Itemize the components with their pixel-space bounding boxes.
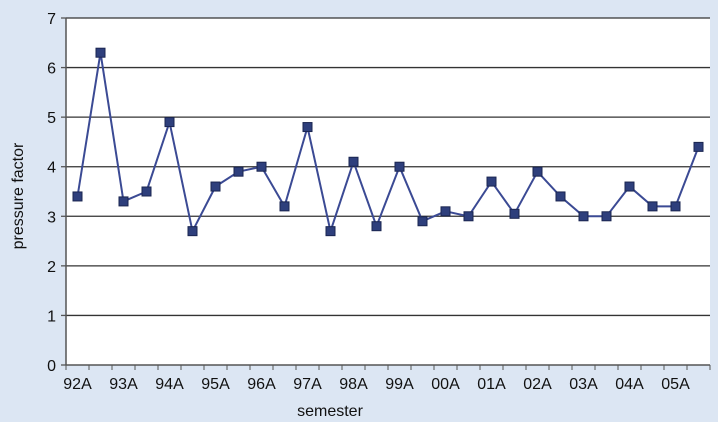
y-tick-label: 5: [47, 110, 56, 127]
data-point: [394, 161, 405, 172]
y-tick-label: 1: [47, 308, 56, 325]
x-tick-label: 93A: [109, 376, 138, 393]
x-tick-label: 95A: [201, 376, 230, 393]
data-point: [624, 181, 635, 192]
data-point: [417, 216, 428, 227]
x-tick-label: 04A: [615, 376, 644, 393]
plot-area: [66, 18, 710, 365]
data-point: [141, 186, 152, 197]
data-point: [302, 122, 313, 133]
data-point: [601, 211, 612, 222]
y-tick-labels: 0 1 2 3 4 5 6 7: [47, 11, 66, 375]
x-tick-label: 97A: [293, 376, 322, 393]
data-point: [486, 176, 497, 187]
x-axis-title: semester: [297, 403, 363, 420]
y-tick-label: 4: [47, 160, 56, 177]
data-point: [670, 201, 681, 212]
y-tick-label: 2: [47, 259, 56, 276]
data-point: [509, 208, 520, 219]
series-group: [72, 47, 704, 237]
data-point: [95, 47, 106, 58]
data-point: [578, 211, 589, 222]
x-tick-label: 00A: [431, 376, 460, 393]
data-point: [693, 141, 704, 152]
data-point: [463, 211, 474, 222]
y-tick-label: 6: [47, 61, 56, 78]
y-tick-label: 0: [47, 358, 56, 375]
data-point: [325, 226, 336, 237]
y-tick-label: 7: [47, 11, 56, 28]
data-point: [72, 191, 83, 202]
x-tick-label: 98A: [339, 376, 368, 393]
x-tick-labels: 92A 93A 94A 95A 96A 97A 98A 99A 00A 01A 02A 03A 04A 0…: [63, 365, 711, 393]
y-tick-label: 3: [47, 209, 56, 226]
data-point: [118, 196, 129, 207]
data-point: [555, 191, 566, 202]
data-point: [647, 201, 658, 212]
x-tick-label: 03A: [569, 376, 598, 393]
x-tick-label: 05A: [661, 376, 690, 393]
data-point: [440, 206, 451, 217]
data-point: [371, 221, 382, 232]
data-point: [256, 161, 267, 172]
data-point: [233, 166, 244, 177]
data-point: [532, 166, 543, 177]
x-tick-label: 01A: [477, 376, 506, 393]
x-tick-label: 94A: [155, 376, 184, 393]
x-tick-label: 96A: [247, 376, 276, 393]
x-tick-label: 99A: [385, 376, 414, 393]
data-point: [210, 181, 221, 192]
data-point: [187, 226, 198, 237]
data-point: [348, 156, 359, 167]
data-point: [164, 117, 175, 128]
x-tick-label: 92A: [63, 376, 92, 393]
y-axis-title: pressure factor: [10, 142, 27, 249]
x-tick-label: 02A: [523, 376, 552, 393]
series-line: [76, 52, 700, 235]
data-point: [279, 201, 290, 212]
